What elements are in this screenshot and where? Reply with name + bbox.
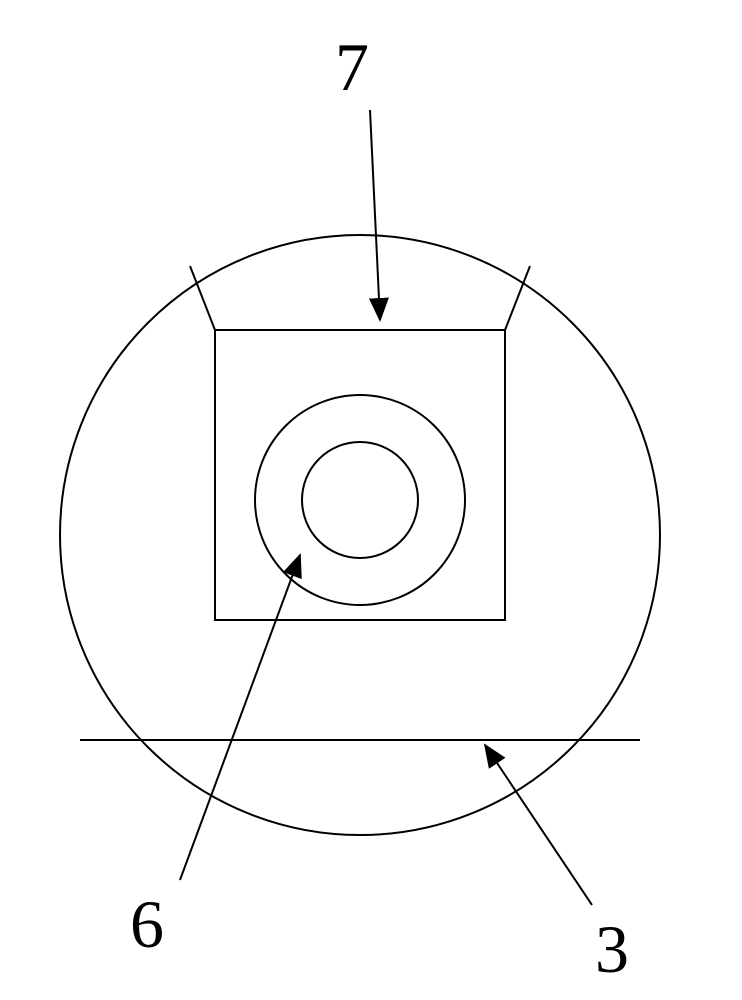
label-3: 3 <box>595 910 629 989</box>
arrow-6 <box>180 555 300 880</box>
main-circle <box>60 235 660 835</box>
concentric-outer-circle <box>255 395 465 605</box>
label-6: 6 <box>130 885 164 964</box>
arrow-7 <box>370 110 380 320</box>
label-7: 7 <box>335 28 369 107</box>
diagram-svg <box>0 0 742 1000</box>
arrow-3 <box>485 745 592 905</box>
technical-diagram: 7 6 3 <box>0 0 742 1000</box>
concentric-inner-circle <box>302 442 418 558</box>
